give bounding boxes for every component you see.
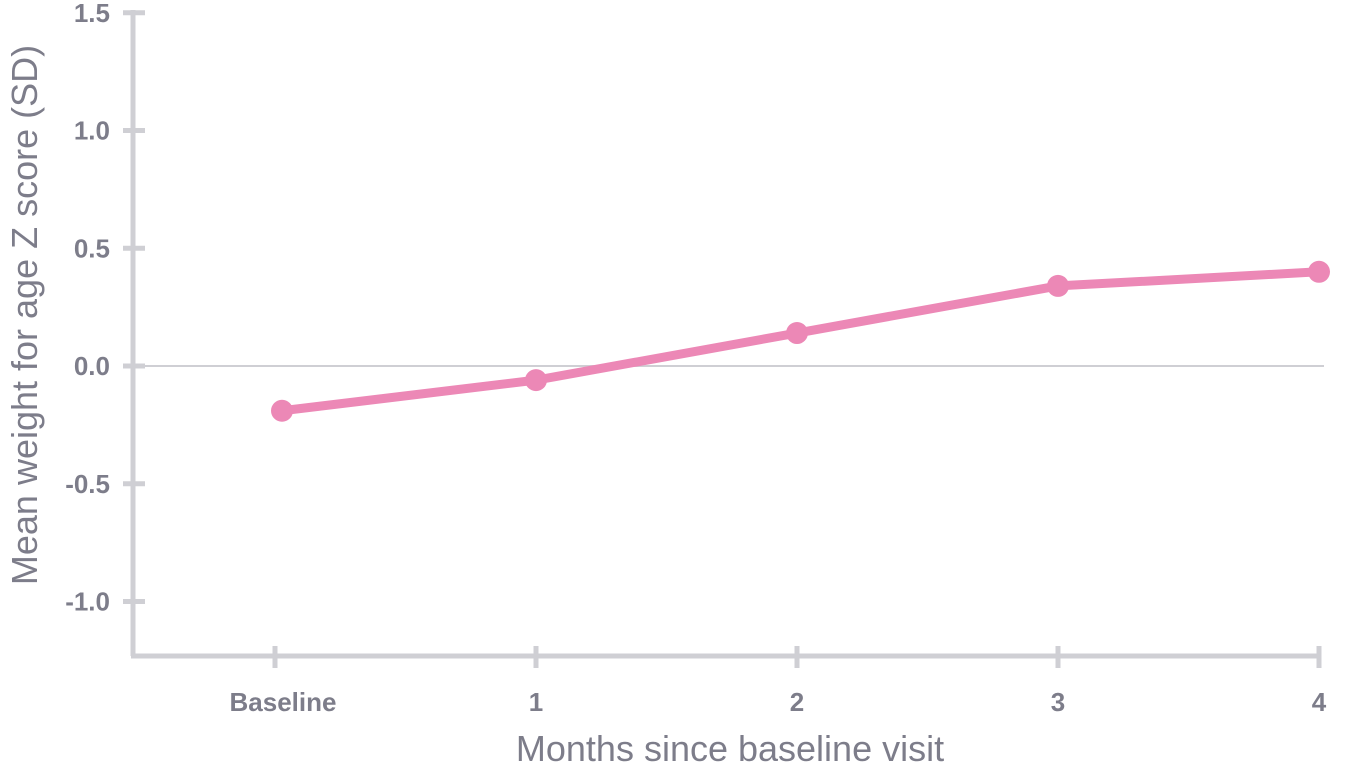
data-point (271, 399, 293, 422)
x-tick-label: 2 (790, 687, 804, 717)
y-tick-label: -1.0 (65, 587, 110, 617)
y-axis-title: Mean weight for age Z score (SD) (4, 45, 45, 585)
y-tick-label: 0.0 (74, 351, 110, 381)
x-tick-label: 4 (1312, 687, 1327, 717)
x-tick-label: 1 (529, 687, 543, 717)
y-tick-label: 1.5 (74, 0, 110, 28)
y-tick-label: 1.0 (74, 116, 110, 146)
data-point (786, 322, 808, 345)
data-point (1308, 260, 1330, 283)
y-tick-label: 0.5 (74, 233, 110, 263)
x-tick-label: 3 (1051, 687, 1065, 717)
data-point (1047, 274, 1069, 297)
x-axis-title: Months since baseline visit (516, 728, 944, 769)
data-point (525, 369, 547, 392)
x-tick-label: Baseline (230, 687, 337, 717)
y-tick-label: -0.5 (65, 469, 110, 499)
